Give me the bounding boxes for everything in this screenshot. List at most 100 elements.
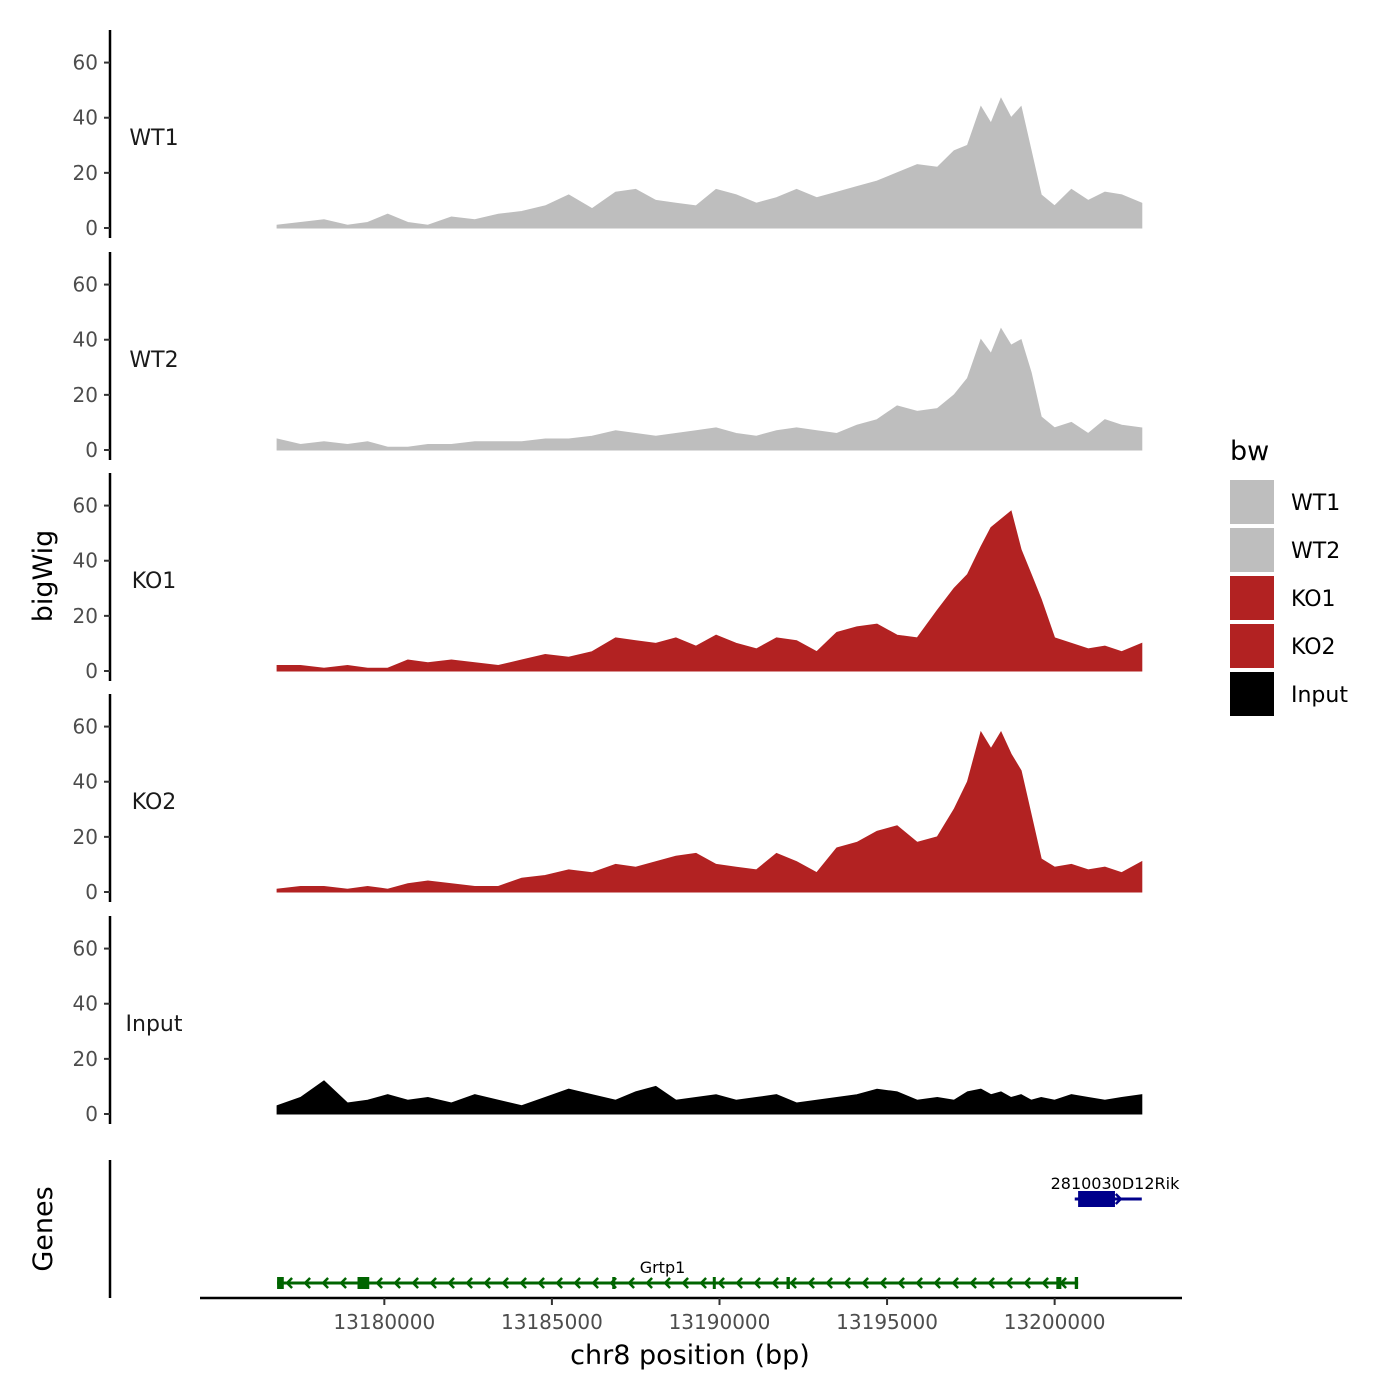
strand-arrow	[465, 1277, 473, 1289]
strand-arrow	[897, 1277, 905, 1289]
exon	[712, 1277, 716, 1289]
x-axis-title: chr8 position (bp)	[570, 1340, 810, 1371]
coverage-area-wt2	[276, 327, 1143, 451]
y-tick-label: 0	[85, 1102, 98, 1126]
y-tick-label: 60	[73, 273, 98, 297]
strand-arrow	[375, 1277, 383, 1289]
x-tick-label: 13190000	[669, 1310, 771, 1334]
legend-title: bw	[1230, 436, 1269, 467]
genes-track-title: Genes	[28, 1186, 59, 1271]
strand-arrow	[969, 1277, 977, 1289]
coverage-area-ko2	[276, 730, 1143, 893]
track-wt1: 0 20 40 60 WT1	[73, 30, 1143, 240]
strand-arrow	[1023, 1277, 1031, 1289]
strand-arrow	[321, 1277, 329, 1289]
strand-arrow	[339, 1277, 347, 1289]
legend-swatch-ko1	[1230, 576, 1274, 620]
x-tick-label: 13200000	[1004, 1310, 1106, 1334]
track-label-input: Input	[126, 1012, 183, 1037]
strand-arrow	[843, 1277, 851, 1289]
y-tick-label: 40	[73, 770, 98, 794]
strand-arrow	[1005, 1277, 1013, 1289]
y-tick-label: 20	[73, 1047, 98, 1071]
strand-arrow	[663, 1277, 671, 1289]
strand-arrow	[501, 1277, 509, 1289]
strand-arrow	[807, 1277, 815, 1289]
y-tick-label: 40	[73, 992, 98, 1016]
track-ko2: 0 20 40 60 KO2	[73, 694, 1143, 904]
strand-arrow	[429, 1277, 437, 1289]
legend-label-wt2: WT2	[1291, 539, 1340, 564]
strand-arrow	[591, 1277, 599, 1289]
exon	[1074, 1277, 1079, 1289]
strand-arrow	[933, 1277, 941, 1289]
strand-arrow	[681, 1277, 689, 1289]
y-tick-label: 60	[73, 715, 98, 739]
legend: bw WT1 WT2 KO1 KO2 Input	[1230, 436, 1348, 716]
y-tick-label: 40	[73, 328, 98, 352]
legend-swatch-wt1	[1230, 480, 1274, 524]
strand-arrow	[519, 1277, 527, 1289]
y-tick-label: 40	[73, 549, 98, 573]
strand-arrow	[717, 1277, 725, 1289]
track-label-ko2: KO2	[132, 790, 177, 815]
legend-label-ko2: KO2	[1291, 635, 1336, 660]
strand-arrow	[1114, 1193, 1123, 1205]
legend-swatch-input	[1230, 672, 1274, 716]
strand-arrow	[483, 1277, 491, 1289]
gene-2810030d12rik: 2810030D12Rik	[1051, 1174, 1180, 1207]
y-tick-label: 20	[73, 825, 98, 849]
x-axis: 13180000 13185000 13190000 13195000 13200000	[200, 1296, 1182, 1334]
exon	[277, 1277, 284, 1289]
x-tick-label: 13180000	[333, 1310, 435, 1334]
strand-arrow	[915, 1277, 923, 1289]
strand-arrow	[573, 1277, 581, 1289]
track-label-wt2: WT2	[129, 348, 178, 373]
track-label-wt1: WT1	[129, 126, 178, 151]
track-label-ko1: KO1	[132, 569, 177, 594]
exon	[786, 1277, 790, 1289]
strand-arrow	[627, 1277, 635, 1289]
signal-tracks: 0 20 40 60 WT1 0 20 40 60 WT2 0 20 40 60 KO1 0 20 40 60 KO2…	[73, 30, 1143, 1126]
coverage-area-wt1	[276, 97, 1143, 229]
legend-label-wt1: WT1	[1291, 491, 1340, 516]
y-tick-label: 20	[73, 161, 98, 185]
y-tick-label: 40	[73, 106, 98, 130]
coverage-area-input	[276, 1080, 1143, 1115]
strand-arrow	[303, 1277, 311, 1289]
strand-arrow	[825, 1277, 833, 1289]
x-tick-label: 13195000	[836, 1310, 938, 1334]
y-tick-label: 0	[85, 880, 98, 904]
track-ko1: 0 20 40 60 KO1	[73, 473, 1143, 683]
y-tick-label: 60	[73, 494, 98, 518]
exon	[357, 1277, 370, 1289]
strand-arrow	[447, 1277, 455, 1289]
y-tick-label: 20	[73, 604, 98, 628]
y-axis-title: bigWig	[28, 530, 59, 623]
strand-arrow	[861, 1277, 869, 1289]
strand-arrow	[735, 1277, 743, 1289]
strand-arrow	[789, 1277, 797, 1289]
strand-arrow	[951, 1277, 959, 1289]
legend-swatch-wt2	[1230, 528, 1274, 572]
track-wt2: 0 20 40 60 WT2	[73, 252, 1143, 462]
strand-arrow	[699, 1277, 707, 1289]
y-tick-label: 0	[85, 438, 98, 462]
strand-arrow	[645, 1277, 653, 1289]
strand-arrow	[285, 1277, 293, 1289]
strand-arrow	[771, 1277, 779, 1289]
exon	[612, 1277, 616, 1289]
strand-arrow	[411, 1277, 419, 1289]
y-tick-label: 60	[73, 937, 98, 961]
x-tick-label: 13185000	[501, 1310, 603, 1334]
track-input: 0 20 40 60 Input	[73, 916, 1143, 1126]
strand-arrow	[393, 1277, 401, 1289]
y-tick-label: 0	[85, 659, 98, 683]
gene-track: Grtp1 2810030D12Rik	[108, 1160, 1180, 1298]
strand-arrow	[753, 1277, 761, 1289]
strand-arrow	[537, 1277, 545, 1289]
legend-label-ko1: KO1	[1291, 587, 1336, 612]
legend-swatch-ko2	[1230, 624, 1274, 668]
gene-grtp1: Grtp1	[277, 1258, 1079, 1289]
